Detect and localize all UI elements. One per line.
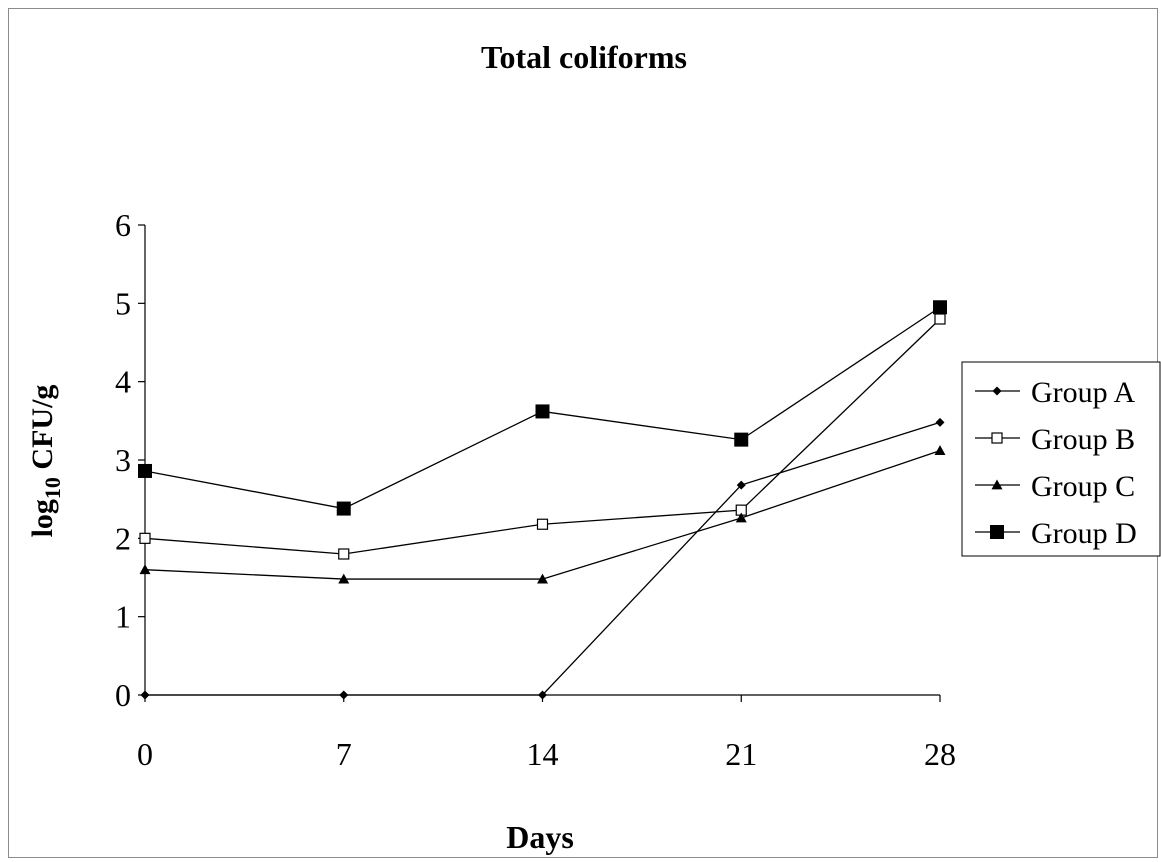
y-tick-label: 4 — [115, 364, 131, 400]
data-point — [933, 300, 947, 315]
legend-marker — [991, 479, 1003, 490]
y-axis-label: log10 CFU/g — [26, 385, 65, 538]
data-point — [736, 480, 746, 490]
data-point — [138, 463, 152, 478]
x-tick-label: 14 — [527, 736, 559, 772]
data-point — [339, 690, 349, 700]
data-point — [140, 690, 150, 700]
y-axis-label-subscript: 10 — [40, 477, 65, 499]
legend: Group A Group B Group C Group D — [961, 361, 1161, 557]
data-point — [139, 564, 151, 575]
series-line — [145, 421, 941, 696]
legend-entry: Group B — [975, 423, 1135, 456]
data-point — [536, 518, 549, 530]
data-point — [538, 690, 547, 700]
x-tick-label: 0 — [137, 736, 153, 772]
data-point — [336, 501, 351, 516]
data-point — [735, 512, 747, 523]
legend-entry: Group D — [975, 517, 1137, 550]
legend-marker — [991, 432, 1003, 444]
legend-label: Group A — [1031, 376, 1136, 409]
x-tick-label: 28 — [924, 736, 956, 772]
y-tick-label: 0 — [115, 677, 131, 713]
y-tick-label: 5 — [115, 285, 131, 321]
series-group-a — [140, 417, 945, 700]
data-point — [535, 404, 550, 419]
legend-label: Group C — [1031, 470, 1135, 503]
y-tick-label: 3 — [115, 442, 131, 478]
y-axis-label-prefix: log — [26, 499, 59, 537]
legend-entry: Group A — [975, 376, 1136, 409]
series-line — [144, 449, 941, 580]
series-group-b — [139, 313, 946, 560]
legend-box — [961, 361, 1161, 557]
data-point — [935, 417, 945, 427]
data-point — [338, 548, 350, 560]
y-tick-label: 2 — [115, 520, 131, 556]
series-lines — [138, 300, 947, 700]
legend-label: Group D — [1031, 517, 1137, 550]
x-tick-label: 21 — [725, 736, 757, 772]
data-point — [338, 573, 350, 584]
legend-marker — [990, 525, 1004, 539]
series-group-d — [138, 300, 947, 516]
x-tick-label: 7 — [336, 736, 352, 772]
y-tick-label: 6 — [115, 207, 131, 243]
data-point — [537, 573, 548, 584]
legend-marker — [992, 386, 1002, 396]
y-axis-label-suffix: CFU/g — [26, 385, 59, 478]
data-point — [734, 432, 749, 447]
data-point — [934, 445, 946, 455]
data-point — [139, 532, 151, 544]
legend-entry: Group C — [975, 470, 1135, 503]
chart-title: Total coliforms — [481, 39, 687, 75]
x-axis-label: Days — [506, 819, 574, 855]
y-tick-label: 1 — [115, 599, 131, 635]
data-point — [934, 313, 946, 325]
legend-label: Group B — [1031, 423, 1135, 456]
series-group-c — [139, 445, 946, 584]
